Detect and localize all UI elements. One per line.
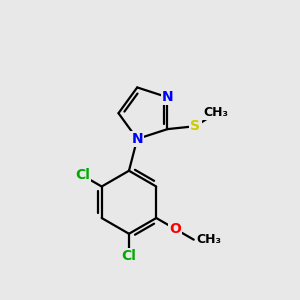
Text: Cl: Cl	[75, 169, 90, 182]
Text: N: N	[131, 132, 143, 146]
Text: Cl: Cl	[122, 249, 136, 263]
Text: N: N	[162, 90, 173, 104]
Text: CH₃: CH₃	[204, 106, 229, 119]
Text: O: O	[169, 222, 181, 236]
Text: CH₃: CH₃	[197, 233, 222, 246]
Text: S: S	[190, 119, 200, 133]
